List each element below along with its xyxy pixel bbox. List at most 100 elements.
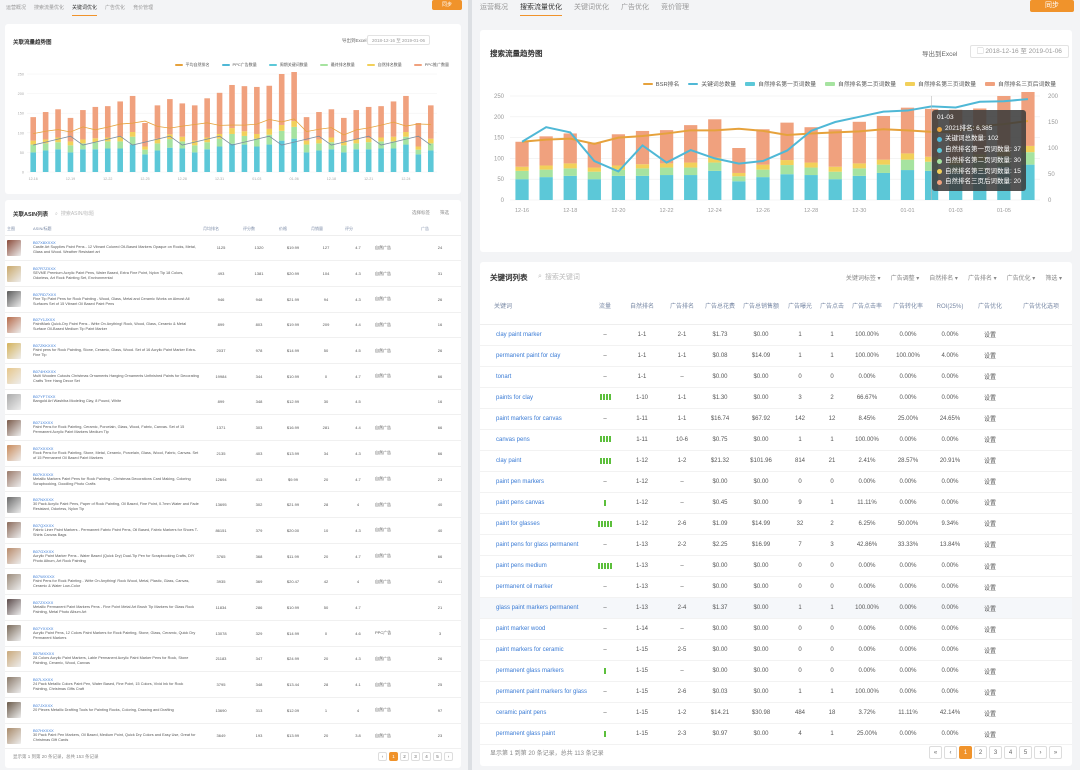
product-thumbnail[interactable] <box>7 625 21 642</box>
page-button[interactable]: 3 <box>411 752 420 761</box>
asin-link[interactable]: B07HXXXX <box>33 728 54 734</box>
asin-link[interactable]: B07XXXXX <box>33 445 54 451</box>
optimize-link[interactable]: 设置 <box>970 471 1010 493</box>
product-thumbnail[interactable] <box>7 599 21 616</box>
product-thumbnail[interactable] <box>7 291 21 308</box>
product-thumbnail[interactable] <box>7 445 21 462</box>
product-thumbnail[interactable] <box>7 316 21 333</box>
asin-link[interactable]: B07QXXXX <box>33 522 54 528</box>
tab-ads[interactable]: 广告优化 <box>105 5 126 11</box>
tab-search-traffic[interactable]: 搜索流量优化 <box>34 5 65 11</box>
export-excel-button[interactable]: 导出到Excel <box>922 51 958 58</box>
asin-filter-label[interactable]: 选择标签 <box>412 210 430 215</box>
page-button[interactable]: 4 <box>422 752 431 761</box>
optimize-link[interactable]: 设置 <box>970 429 1010 451</box>
page-button[interactable]: 2 <box>974 746 987 759</box>
optimize-link[interactable]: 设置 <box>970 324 1010 346</box>
left-legend-item[interactable]: 自然排名数量 <box>366 62 402 68</box>
cell-tag[interactable]: 自然广告 <box>373 337 419 364</box>
legend-item[interactable]: 自然排名第二页词数量 <box>825 79 896 88</box>
asin-link[interactable]: B07Y1JXXX <box>33 317 56 323</box>
product-thumbnail[interactable] <box>7 368 21 385</box>
keyword-link[interactable]: paints for clay <box>480 387 588 409</box>
tab-bidding[interactable]: 竞价管理 <box>661 4 689 11</box>
asin-link[interactable]: B07WXXXX <box>33 574 55 580</box>
keyword-link[interactable]: paint pens for glass permanent <box>480 534 588 557</box>
optimize-link[interactable]: 设置 <box>970 492 1010 514</box>
left-legend-item[interactable]: 周期关键词数量 <box>268 62 308 68</box>
product-thumbnail[interactable] <box>7 393 21 410</box>
product-thumbnail[interactable] <box>7 239 21 256</box>
asin-link[interactable]: B07MXXXX <box>33 651 55 657</box>
legend-item[interactable]: 自然排名第一页词数量 <box>745 79 816 88</box>
tab-ads[interactable]: 广告优化 <box>621 4 649 11</box>
product-thumbnail[interactable] <box>7 676 21 693</box>
product-thumbnail[interactable] <box>7 342 21 359</box>
tab-overview[interactable]: 运营概况 <box>480 4 508 11</box>
filter-dropdown[interactable]: 广告排名 ▾ <box>967 276 997 282</box>
page-button[interactable]: 5 <box>1019 746 1032 759</box>
date-range-picker[interactable]: ▢ 2018-12-16 至 2019-01-06 <box>970 45 1069 58</box>
keyword-link[interactable]: paint pens canvas <box>480 492 588 514</box>
cell-tag[interactable]: PPC广告 <box>373 620 419 647</box>
product-thumbnail[interactable] <box>7 573 21 590</box>
keyword-search-input[interactable]: 搜索关键词 <box>544 274 580 281</box>
keyword-link[interactable]: permanent paint markers for glass <box>480 681 588 704</box>
asin-search[interactable]: ⌕ 搜索ASIN/标题 <box>55 210 94 218</box>
page-button[interactable]: 5 <box>433 752 442 761</box>
optimize-link[interactable]: 设置 <box>970 408 1010 430</box>
cell-tag[interactable]: 自然广告 <box>373 286 419 313</box>
filter-dropdown[interactable]: 广告优化 ▾ <box>1006 276 1036 282</box>
legend-item[interactable]: BSR排名 <box>642 79 679 88</box>
product-thumbnail[interactable] <box>7 496 21 513</box>
keyword-link[interactable]: paint marker wood <box>480 618 588 641</box>
left-legend-item[interactable]: PPC推广数量 <box>413 62 449 68</box>
tab-related-traffic[interactable]: 关键词优化 <box>574 4 609 11</box>
optimize-link[interactable]: 设置 <box>970 345 1010 367</box>
cell-tag[interactable]: 自然广告 <box>373 440 419 467</box>
page-button[interactable]: 2 <box>400 752 409 761</box>
cell-tag[interactable]: 自然广告 <box>373 517 419 544</box>
product-thumbnail[interactable] <box>7 727 21 744</box>
keyword-link[interactable]: ceramic paint pens <box>480 702 588 725</box>
tab-overview[interactable]: 运营概况 <box>6 5 27 11</box>
optimize-link[interactable]: 设置 <box>970 639 1010 662</box>
optimize-link[interactable]: 设置 <box>970 681 1010 704</box>
keyword-link[interactable]: paint for glasses <box>480 513 588 535</box>
optimize-link[interactable]: 设置 <box>970 597 1010 620</box>
cell-tag[interactable]: 自然广告 <box>373 568 419 596</box>
left-date-range[interactable]: 2018-12-16 至 2019-01-06 <box>367 35 431 45</box>
page-button[interactable]: ‹ <box>944 746 957 759</box>
asin-link[interactable]: B07LXXXX <box>33 677 54 683</box>
optimize-link[interactable]: 设置 <box>970 387 1010 409</box>
cell-tag[interactable]: 自然广告 <box>373 723 419 750</box>
cell-tag[interactable]: 自然广告 <box>373 697 419 724</box>
keyword-link[interactable]: clay paint marker <box>480 324 588 346</box>
optimize-link[interactable]: 设置 <box>970 660 1010 683</box>
keyword-link[interactable]: clay paint <box>480 450 588 472</box>
optimize-link[interactable]: 设置 <box>970 513 1010 535</box>
page-button[interactable]: › <box>1034 746 1047 759</box>
sync-button[interactable]: 同步 <box>432 0 462 10</box>
asin-link[interactable]: B07ZKKXXX <box>33 343 56 349</box>
cell-tag[interactable]: 自然广告 <box>373 414 419 441</box>
asin-link[interactable]: B071XXXX <box>33 420 54 426</box>
cell-tag[interactable]: 自然广告 <box>373 312 419 339</box>
tab-related-traffic[interactable]: 关键词优化 <box>72 0 98 16</box>
asin-link[interactable]: B07YF7XXX <box>33 394 56 400</box>
legend-item[interactable]: 关键词总数量 <box>688 79 736 88</box>
keyword-link[interactable]: glass paint markers permanent <box>480 597 588 620</box>
legend-item[interactable]: 自然排名第三页词数量 <box>905 79 976 88</box>
page-button[interactable]: ‹ <box>378 752 387 761</box>
tab-bidding[interactable]: 竞价管理 <box>133 5 154 11</box>
left-legend-item[interactable]: PPC广告数量 <box>221 62 257 68</box>
product-thumbnail[interactable] <box>7 471 21 488</box>
page-button[interactable]: › <box>444 752 453 761</box>
product-thumbnail[interactable] <box>7 419 21 436</box>
asin-link[interactable]: B07RD7XXX <box>33 291 57 297</box>
asin-link[interactable]: B07NXXXX <box>33 497 54 503</box>
page-button[interactable]: 3 <box>989 746 1002 759</box>
optimize-link[interactable]: 设置 <box>970 702 1010 725</box>
cell-tag[interactable]: 自然广告 <box>373 491 419 519</box>
keyword-link[interactable]: paint markers for canvas <box>480 408 588 430</box>
